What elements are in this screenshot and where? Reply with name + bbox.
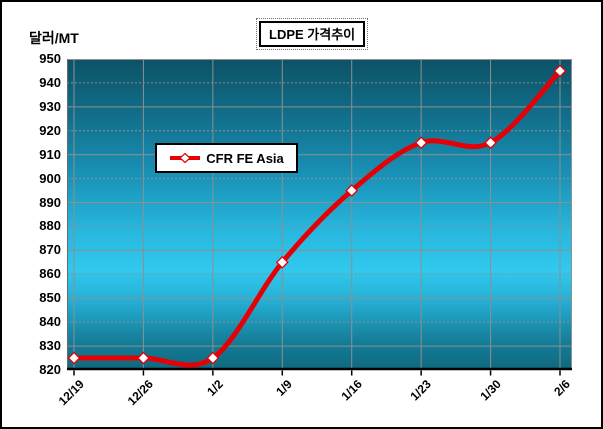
y-tick-label: 940 (39, 74, 61, 90)
plot-canvas (67, 59, 572, 376)
data-point-marker[interactable] (345, 184, 359, 197)
y-tick-label: 900 (39, 170, 61, 186)
data-point-marker[interactable] (414, 136, 428, 150)
y-tick-label: 920 (39, 122, 61, 138)
y-tick-label: 820 (39, 362, 61, 377)
x-tick-label: 12/19 (55, 377, 87, 409)
legend-series-marker-icon (170, 153, 201, 163)
legend-box[interactable]: CFR FE Asia (155, 143, 298, 173)
chart-title[interactable]: LDPE 가격추이 (255, 18, 369, 50)
x-tick-label: 1/9 (273, 377, 296, 399)
y-tick-label: 930 (39, 98, 61, 114)
y-tick-label: 950 (39, 51, 61, 66)
y-tick-label: 860 (39, 266, 61, 282)
data-point-marker[interactable] (206, 351, 220, 365)
price-series-line[interactable] (71, 68, 563, 368)
x-tick-label: 12/26 (125, 377, 157, 409)
data-point-marker[interactable] (137, 351, 150, 365)
legend-series-label: CFR FE Asia (206, 150, 284, 166)
y-tick-label: 870 (39, 242, 61, 258)
data-point-marker[interactable] (484, 136, 497, 150)
y-tick-label: 850 (39, 290, 61, 306)
y-tick-label: 910 (39, 146, 61, 162)
data-point-marker[interactable] (67, 351, 81, 365)
data-point-marker[interactable] (553, 64, 567, 78)
y-tick-label: 880 (39, 218, 61, 234)
y-tick-label: 830 (39, 338, 61, 354)
y-tick-label: 840 (39, 314, 61, 330)
x-tick-label: 1/16 (338, 377, 365, 404)
y-tick-label: 890 (39, 194, 61, 210)
plot-area[interactable] (67, 59, 572, 376)
x-tick-label: 1/23 (407, 377, 435, 404)
x-tick-label: 1/2 (204, 377, 226, 399)
y-axis-title: 달러/MT (29, 30, 79, 46)
x-tick-label: 1/30 (477, 377, 504, 404)
x-tick-label: 2/6 (551, 377, 573, 399)
data-point-marker[interactable] (275, 255, 289, 269)
